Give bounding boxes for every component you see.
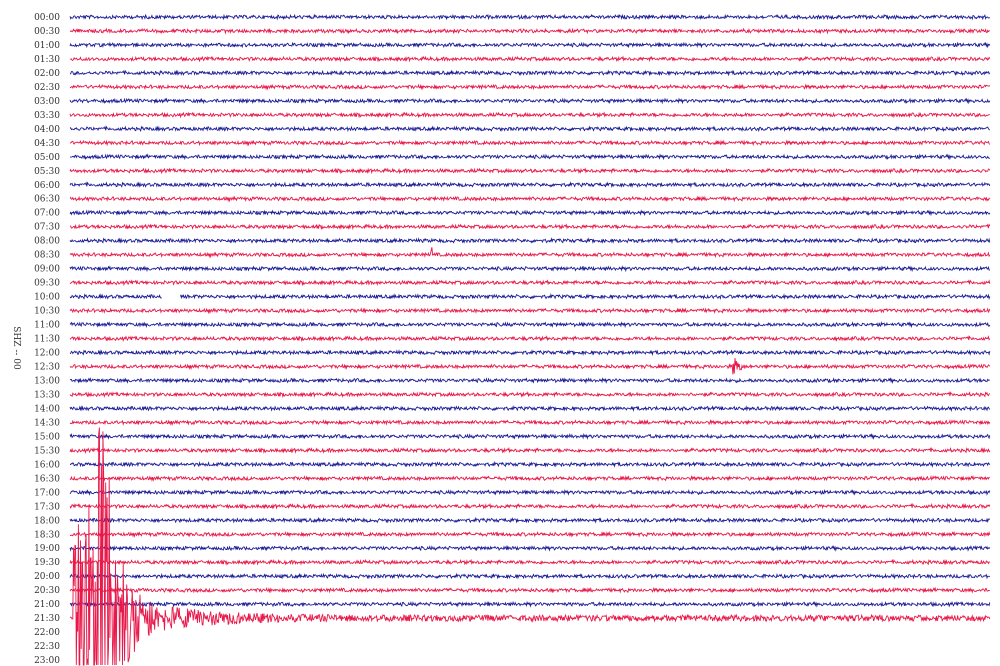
row-label: 11:30 [34, 335, 60, 345]
trace-1700 [69, 488, 991, 496]
trace-0300 [69, 97, 991, 105]
row-label: 04:30 [34, 139, 60, 149]
trace-1830 [69, 530, 991, 538]
trace-1000 [69, 293, 991, 301]
trace-0630 [69, 195, 991, 203]
trace-1630 [69, 474, 990, 482]
row-label: 17:00 [34, 488, 60, 498]
row-label: 16:00 [34, 460, 60, 470]
trace-1600 [69, 460, 991, 468]
row-label: 01:00 [34, 41, 60, 51]
trace-1030 [69, 307, 991, 315]
row-label: 10:00 [34, 293, 60, 303]
row-label: 13:30 [34, 390, 60, 400]
row-label: 12:00 [34, 349, 60, 359]
row-label: 08:00 [34, 237, 60, 247]
row-label: 20:30 [34, 586, 60, 596]
row-label: 19:30 [34, 558, 60, 568]
channel-label: SHZ -- 00 [11, 326, 21, 370]
row-label: 02:00 [34, 69, 60, 79]
trace-2030 [69, 586, 990, 594]
row-label: 13:00 [34, 376, 60, 386]
row-label: 09:00 [34, 265, 60, 275]
row-label: 03:00 [34, 97, 60, 107]
row-label: 18:30 [34, 530, 60, 540]
trace-1130 [69, 335, 991, 343]
row-label: 06:30 [34, 195, 60, 205]
trace-1100 [69, 321, 991, 329]
trace-0530 [69, 167, 991, 175]
row-label: 19:00 [34, 544, 60, 554]
row-label: 00:00 [34, 13, 60, 23]
trace-1330 [69, 391, 991, 399]
row-label: 16:30 [34, 474, 60, 484]
row-label: 21:00 [34, 600, 60, 610]
trace-0330 [69, 111, 990, 119]
trace-1200 [69, 349, 991, 357]
trace-0230 [69, 83, 991, 91]
trace-1300 [69, 377, 990, 385]
row-label: 08:30 [34, 251, 60, 261]
row-label: 22:00 [34, 628, 60, 638]
trace-0900 [69, 265, 990, 273]
trace-1800 [69, 516, 991, 524]
trace-2130 [69, 427, 991, 666]
trace-1900 [69, 544, 991, 552]
row-label: 01:30 [34, 55, 60, 65]
trace-1730 [69, 502, 991, 510]
row-label: 11:00 [34, 321, 60, 331]
trace-1230 [69, 358, 991, 375]
trace-0730 [69, 223, 991, 231]
row-label: 00:30 [34, 27, 60, 37]
row-label: 22:30 [34, 642, 60, 652]
trace-0200 [70, 69, 991, 77]
row-label: 07:00 [34, 209, 60, 219]
row-label: 23:00 [34, 656, 60, 666]
row-label: 07:30 [34, 223, 60, 233]
trace-1930 [69, 558, 990, 566]
trace-0400 [69, 125, 991, 133]
row-label: 21:30 [34, 614, 60, 624]
row-label: 14:00 [34, 404, 60, 414]
row-label: 18:00 [34, 516, 60, 526]
trace-1530 [69, 446, 991, 454]
trace-1400 [69, 404, 991, 412]
row-label: 15:30 [34, 446, 60, 456]
row-label: 06:00 [34, 181, 60, 191]
row-label: 12:30 [34, 363, 60, 373]
trace-0700 [69, 209, 991, 217]
trace-0600 [69, 181, 991, 189]
trace-0930 [69, 279, 991, 287]
trace-0130 [69, 55, 991, 63]
trace-0000 [69, 13, 991, 21]
trace-1500 [69, 432, 991, 440]
row-label: 02:30 [34, 83, 60, 93]
trace-0430 [69, 139, 991, 147]
trace-1430 [69, 418, 991, 427]
row-label: 14:30 [34, 418, 60, 428]
trace-0830 [69, 247, 991, 259]
row-label: 15:00 [34, 432, 60, 442]
row-label: 04:00 [34, 125, 60, 135]
trace-0500 [69, 153, 991, 161]
row-label: 03:30 [34, 111, 60, 121]
row-label: 10:30 [34, 307, 60, 317]
trace-0800 [69, 237, 991, 245]
trace-2100 [69, 600, 991, 608]
row-label: 09:30 [34, 279, 60, 289]
row-label: 20:00 [34, 572, 60, 582]
trace-0100 [69, 41, 991, 49]
trace-0030 [69, 27, 991, 35]
trace-2000 [69, 572, 991, 580]
row-label: 05:30 [34, 167, 60, 177]
row-label: 17:30 [34, 502, 60, 512]
row-label: 05:00 [34, 153, 60, 163]
